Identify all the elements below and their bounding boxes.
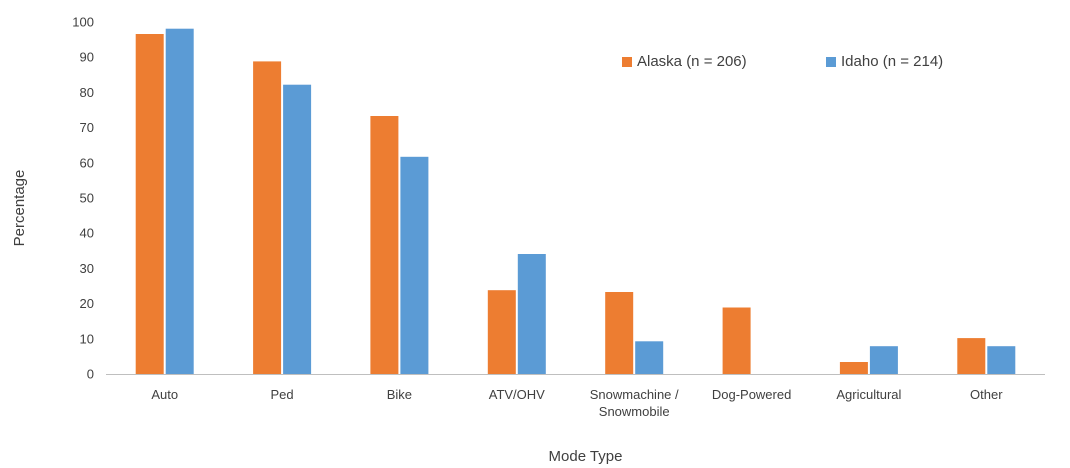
bar-series1-3 [487, 290, 516, 374]
legend-label: Alaska (n = 206) [637, 53, 747, 70]
bar-series2-4 [635, 341, 664, 374]
x-tick-label: Agricultural [836, 387, 901, 402]
bar-series1-5 [722, 307, 751, 374]
y-tick-label: 30 [80, 261, 94, 276]
x-axis-title: Mode Type [549, 448, 623, 465]
x-tick-label: ATV/OHV [489, 387, 545, 402]
y-tick-label: 90 [80, 50, 94, 65]
bar-series1-6 [839, 362, 868, 374]
y-tick-label: 50 [80, 191, 94, 206]
bar-series2-2 [400, 156, 429, 374]
x-tick-label: Ped [271, 387, 294, 402]
y-axis-ticks: 0 10 20 30 40 50 60 70 80 90 100 [72, 15, 94, 382]
legend-swatch [622, 57, 632, 67]
bar-series2-0 [165, 28, 194, 374]
x-tick-label: Bike [387, 387, 412, 402]
y-tick-label: 70 [80, 120, 94, 135]
bar-series1-0 [135, 34, 164, 374]
bar-series1-4 [605, 292, 634, 374]
bar-series1-7 [957, 338, 986, 374]
legend: Alaska (n = 206) Idaho (n = 214) [622, 53, 943, 70]
y-axis-title: Percentage [11, 170, 28, 247]
bar-series2-3 [517, 254, 546, 374]
x-tick-label: Snowmachine / Snowmobile [590, 387, 679, 419]
bar-series1-1 [253, 61, 282, 375]
x-tick-label: Other [970, 387, 1003, 402]
x-tick-label: Dog-Powered [712, 387, 792, 402]
bars-layer [135, 28, 1016, 375]
legend-swatch [826, 57, 836, 67]
bar-series2-6 [869, 346, 898, 374]
legend-label: Idaho (n = 214) [841, 53, 943, 70]
bar-series2-7 [987, 346, 1016, 374]
y-tick-label: 40 [80, 226, 94, 241]
x-tick-label: Auto [151, 387, 178, 402]
x-axis-ticks: Auto Ped Bike ATV/OHV Snowmachine / Snowmobil… [151, 387, 1003, 419]
bar-series1-2 [370, 116, 399, 374]
y-tick-label: 60 [80, 155, 94, 170]
y-tick-label: 20 [80, 296, 94, 311]
y-tick-label: 80 [80, 85, 94, 100]
bar-series2-1 [283, 84, 312, 374]
y-tick-label: 10 [80, 331, 94, 346]
y-tick-label: 0 [87, 367, 94, 382]
y-tick-label: 100 [72, 15, 94, 30]
